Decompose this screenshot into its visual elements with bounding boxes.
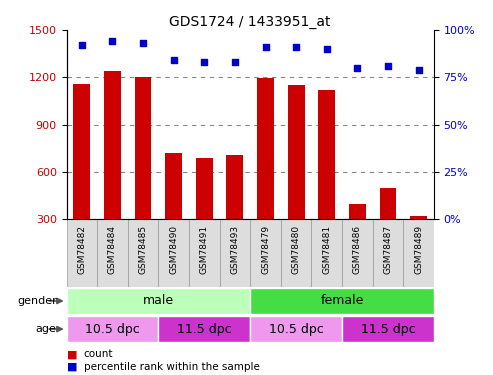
Text: GSM78482: GSM78482 bbox=[77, 225, 86, 274]
Bar bbox=[257, 78, 274, 219]
Text: 10.5 dpc: 10.5 dpc bbox=[85, 322, 140, 336]
Point bbox=[415, 67, 423, 73]
Bar bbox=[250, 316, 342, 342]
Point bbox=[200, 59, 208, 65]
Bar bbox=[219, 219, 250, 287]
Text: GSM78485: GSM78485 bbox=[139, 225, 147, 274]
Bar bbox=[73, 84, 90, 219]
Text: 10.5 dpc: 10.5 dpc bbox=[269, 322, 323, 336]
Point bbox=[262, 44, 270, 50]
Point bbox=[231, 59, 239, 65]
Text: GSM78481: GSM78481 bbox=[322, 225, 331, 274]
Bar bbox=[226, 154, 244, 219]
Point bbox=[292, 44, 300, 50]
Bar bbox=[312, 219, 342, 287]
Bar bbox=[410, 216, 427, 219]
Bar bbox=[189, 219, 219, 287]
Bar bbox=[403, 219, 434, 287]
Text: GSM78486: GSM78486 bbox=[353, 225, 362, 274]
Bar bbox=[67, 316, 158, 342]
Bar bbox=[349, 204, 366, 219]
Bar bbox=[135, 76, 151, 219]
Text: GSM78489: GSM78489 bbox=[414, 225, 423, 274]
Text: ■: ■ bbox=[67, 350, 77, 359]
Text: 11.5 dpc: 11.5 dpc bbox=[177, 322, 232, 336]
Point bbox=[323, 46, 331, 52]
Bar bbox=[380, 188, 396, 219]
Text: age: age bbox=[36, 324, 57, 334]
Text: male: male bbox=[143, 294, 174, 307]
Point bbox=[353, 65, 361, 71]
Text: gender: gender bbox=[17, 296, 57, 306]
Text: GSM78479: GSM78479 bbox=[261, 225, 270, 274]
Point bbox=[108, 38, 116, 44]
Bar bbox=[342, 316, 434, 342]
Point bbox=[78, 42, 86, 48]
Text: GSM78484: GSM78484 bbox=[108, 225, 117, 274]
Point bbox=[170, 57, 177, 63]
Title: GDS1724 / 1433951_at: GDS1724 / 1433951_at bbox=[170, 15, 331, 29]
Text: female: female bbox=[320, 294, 364, 307]
Bar bbox=[165, 153, 182, 219]
Text: count: count bbox=[84, 350, 113, 359]
Point bbox=[139, 40, 147, 46]
Bar bbox=[373, 219, 403, 287]
Bar bbox=[288, 85, 305, 219]
Text: GSM78493: GSM78493 bbox=[230, 225, 240, 274]
Bar bbox=[128, 219, 158, 287]
Bar bbox=[342, 219, 373, 287]
Bar bbox=[250, 288, 434, 314]
Text: ■: ■ bbox=[67, 362, 77, 372]
Text: GSM78491: GSM78491 bbox=[200, 225, 209, 274]
Text: GSM78487: GSM78487 bbox=[384, 225, 392, 274]
Point bbox=[384, 63, 392, 69]
Bar bbox=[250, 219, 281, 287]
Bar bbox=[158, 316, 250, 342]
Text: GSM78490: GSM78490 bbox=[169, 225, 178, 274]
Bar bbox=[97, 219, 128, 287]
Text: 11.5 dpc: 11.5 dpc bbox=[360, 322, 415, 336]
Bar bbox=[158, 219, 189, 287]
Text: percentile rank within the sample: percentile rank within the sample bbox=[84, 362, 260, 372]
Bar bbox=[318, 90, 335, 219]
Bar bbox=[104, 71, 121, 219]
Bar bbox=[196, 158, 212, 219]
Text: GSM78480: GSM78480 bbox=[291, 225, 301, 274]
Bar bbox=[281, 219, 312, 287]
Bar bbox=[67, 288, 250, 314]
Bar bbox=[67, 219, 97, 287]
